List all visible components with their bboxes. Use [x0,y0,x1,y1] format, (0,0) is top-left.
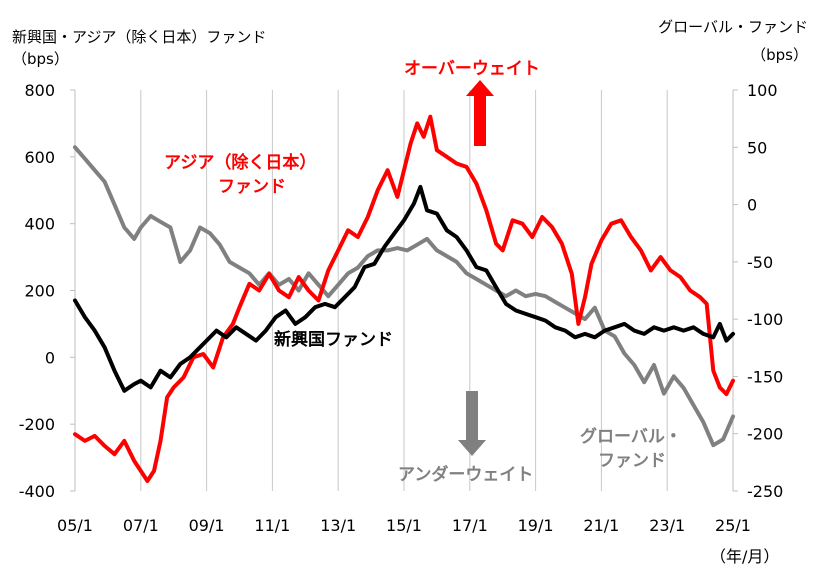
global-series-label-1: グローバル・ [580,426,682,447]
right-tick-label: -200 [747,425,783,444]
underweight-label: アンダーウェイト [398,464,533,485]
x-tick-label: 09/1 [189,516,225,535]
axis-ticks: 05/1 07/1 09/1 11/1 13/1 15/1 17/1 19/1 21/1 23/1… [19,81,784,535]
global-series-line [73,145,735,448]
x-tick-label: 07/1 [123,516,159,535]
underweight-arrow-icon [458,391,486,456]
asia-series-line [73,114,735,483]
right-tick-label: -150 [747,367,783,386]
left-axis-unit: （bps） [12,50,69,68]
right-tick-label: -50 [747,253,773,272]
left-tick-label: 800 [24,81,55,100]
right-tick-label: 50 [747,138,767,157]
x-tick-label: 25/1 [715,516,751,535]
left-axis-title: 新興国・アジア（除く日本）ファンド [12,28,266,46]
left-tick-label: 400 [24,215,55,234]
left-tick-label: -400 [19,482,55,501]
right-tick-label: -250 [747,482,783,501]
x-tick-label: 19/1 [518,516,554,535]
x-tick-label: 05/1 [57,516,93,535]
x-tick-label: 15/1 [386,516,422,535]
x-tick-label: 23/1 [649,516,685,535]
x-tick-label: 17/1 [452,516,488,535]
em-series-label: 新興国ファンド [274,329,393,350]
right-tick-label: -100 [747,310,783,329]
x-tick-label: 13/1 [320,516,356,535]
left-tick-label: -200 [19,415,55,434]
asia-series-label-2: ファンド [218,177,286,197]
series-lines [73,114,735,483]
overweight-label: オーバーウェイト [404,59,540,79]
right-axis-unit: （bps） [751,46,808,64]
x-tick-label: 11/1 [254,516,290,535]
left-tick-label: 0 [45,348,55,367]
overweight-arrow-icon [466,80,494,146]
left-tick-label: 600 [24,148,55,167]
em-series-line [73,184,735,393]
right-tick-label: 100 [747,81,778,100]
grid-lines [70,89,738,492]
right-tick-label: 0 [747,196,757,215]
global-series-label-2: ファンド [598,451,666,471]
asia-series-label-1: アジア（除く日本） [164,152,316,173]
left-tick-label: 200 [24,282,55,301]
x-axis-unit: （年/月） [710,547,779,566]
x-tick-label: 21/1 [583,516,619,535]
right-axis-title: グローバル・ファンド [658,18,808,36]
